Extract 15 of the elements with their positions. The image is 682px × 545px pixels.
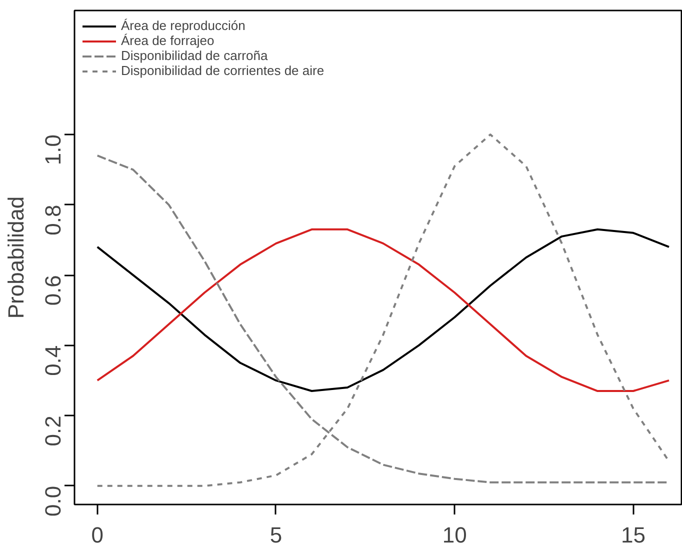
legend-label: Área de reproducción	[121, 18, 246, 33]
legend-label: Disponibilidad de carroña	[121, 48, 268, 63]
legend-label: Área de forrajeo	[121, 33, 214, 48]
y-axis-title: Probabilidad	[4, 196, 28, 319]
y-tick-label: 0.8	[40, 204, 66, 236]
x-tick-label: 15	[621, 522, 646, 545]
x-tick-label: 0	[91, 522, 104, 545]
x-tick-label: 10	[442, 522, 467, 545]
y-tick-label: 0.2	[40, 416, 66, 446]
y-tick-label: 0.6	[40, 275, 66, 306]
y-tick-label: 0.4	[40, 345, 66, 376]
y-tick-label: 0.0	[40, 486, 66, 516]
y-tick-label: 1.0	[40, 134, 66, 166]
x-tick-label: 5	[270, 522, 282, 545]
legend-label: Disponibilidad de corrientes de aire	[121, 63, 324, 78]
